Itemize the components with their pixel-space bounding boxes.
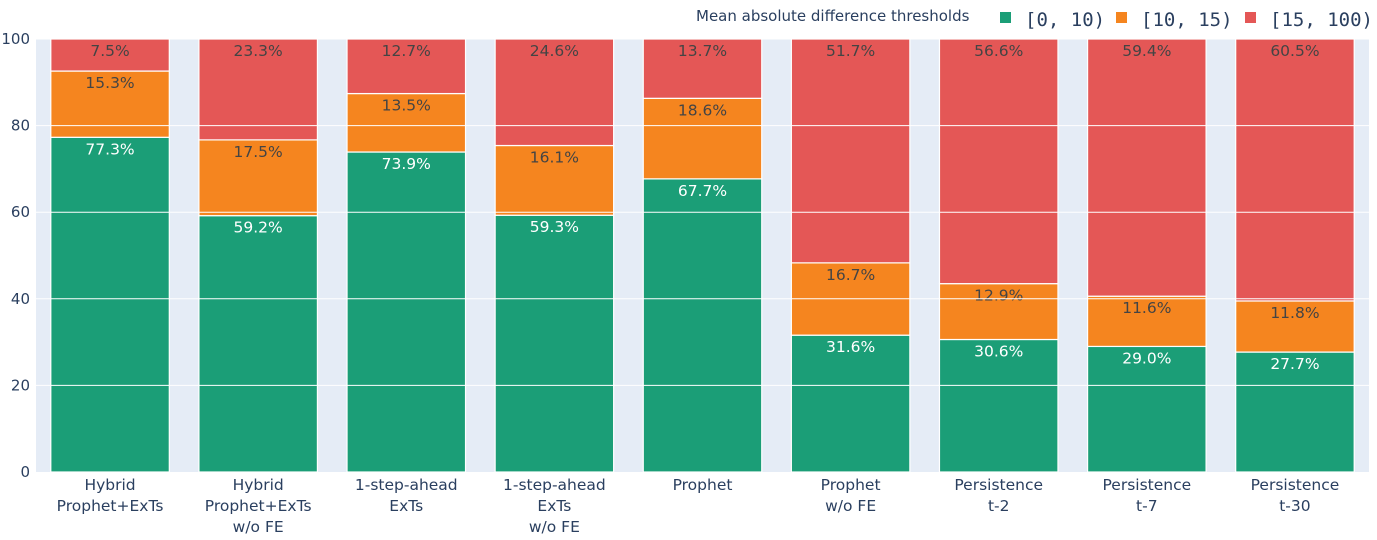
y-axis: 0 20 40 60 80 100 [1,30,1369,481]
legend-swatch [1245,12,1256,23]
bar-value-label: 51.7% [826,42,875,60]
bar-value-label: 17.5% [234,143,283,161]
legend[interactable]: Mean absolute difference thresholds [0, … [696,7,1373,31]
bar-value-label: 7.5% [90,42,129,60]
bar-segment-2[interactable] [494,144,615,216]
y-tick-label: 100 [1,30,30,48]
y-tick-label: 80 [11,117,30,135]
legend-item-1[interactable]: [0, 10) [1000,9,1105,31]
bar-segment-1[interactable] [938,338,1059,473]
bar-segment-1[interactable] [198,215,319,473]
bar-segment-1[interactable] [642,178,763,473]
bar-value-label: 60.5% [1270,42,1319,60]
bar-value-label: 56.6% [974,42,1023,60]
bar-value-label: 15.3% [85,74,134,92]
legend-label: [0, 10) [1025,9,1105,31]
bar-value-label: 31.6% [826,338,875,356]
x-tick-label: Persistence t-2 [954,476,1043,515]
x-tick-label: Hybrid Prophet+ExTs [57,476,164,515]
bar-value-label: 13.5% [382,97,431,115]
bar-value-label: 30.6% [974,343,1023,361]
bar-value-label: 11.6% [1122,299,1171,317]
y-tick-label: 20 [11,376,30,394]
y-tick-label: 0 [20,463,30,481]
legend-swatch [1116,12,1127,23]
legend-label: [10, 15) [1141,9,1233,31]
legend-label: [15, 100) [1270,9,1373,31]
bar-value-label: 16.7% [826,266,875,284]
bar-value-label: 59.3% [530,218,579,236]
bar-segment-3[interactable] [1235,38,1355,302]
bar-segment-1[interactable] [346,151,467,473]
bar-segment-3[interactable] [346,38,467,95]
bar-value-label: 16.1% [530,149,579,167]
bar-segment-1[interactable] [494,214,615,473]
x-axis: Hybrid Prophet+ExTs Hybrid Prophet+ExTs w/o … [57,476,1340,536]
bar-segment-3[interactable] [938,38,1059,285]
bar-segment-2[interactable] [346,92,467,153]
bar-value-label: 12.7% [382,42,431,60]
bar-value-label: 18.6% [678,101,727,119]
bar-segment-3[interactable] [642,38,763,99]
x-tick-label: Prophet [673,476,733,494]
bar-segment-2[interactable] [642,97,763,180]
bar-value-label: 77.3% [85,140,134,158]
x-tick-label: Persistence t-7 [1103,476,1192,515]
bar-segment-2[interactable] [1235,300,1355,353]
bar-segment-1[interactable] [1086,345,1207,473]
y-tick-label: 40 [11,290,30,308]
bar-segment-2[interactable] [198,139,319,217]
bar-value-label: 12.9% [974,287,1023,305]
bar-segment-3[interactable] [790,38,911,264]
bar-value-label: 73.9% [382,155,431,173]
bars-layer [50,38,1355,473]
x-tick-label: Prophet w/o FE [821,476,881,515]
x-tick-label: 1-step-ahead ExTs [355,476,458,515]
x-tick-label: 1-step-ahead ExTs w/o FE [503,476,606,536]
bar-value-label: 59.2% [234,219,283,237]
bar-value-label: 24.6% [530,42,579,60]
x-tick-label: Persistence t-30 [1251,476,1340,515]
bar-segment-1[interactable] [1235,351,1355,473]
bar-segment-1[interactable] [790,334,911,473]
bar-labels-layer: 77.3% 15.3% 7.5% 59.2% 17.5% 23.3% 73.9% 13.5% 1… [85,42,1319,373]
bar-segment-3[interactable] [50,38,170,72]
x-tick-label: Hybrid Prophet+ExTs w/o FE [205,476,312,536]
bar-value-label: 67.7% [678,182,727,200]
legend-title: Mean absolute difference thresholds [696,7,970,25]
bar-value-label: 29.0% [1122,349,1171,367]
bar-value-label: 59.4% [1122,42,1171,60]
legend-item-2[interactable]: [10, 15) [1116,9,1233,31]
bar-segment-3[interactable] [198,38,319,141]
bar-value-label: 23.3% [234,42,283,60]
bar-segment-1[interactable] [50,136,170,473]
legend-item-3[interactable]: [15, 100) [1245,9,1373,31]
bar-segment-3[interactable] [494,38,615,147]
legend-swatch [1000,12,1011,23]
y-tick-label: 60 [11,203,30,221]
bar-segment-3[interactable] [1086,38,1207,297]
bar-value-label: 27.7% [1270,355,1319,373]
bar-value-label: 13.7% [678,42,727,60]
bar-value-label: 11.8% [1270,304,1319,322]
bar-segment-2[interactable] [938,283,1059,341]
